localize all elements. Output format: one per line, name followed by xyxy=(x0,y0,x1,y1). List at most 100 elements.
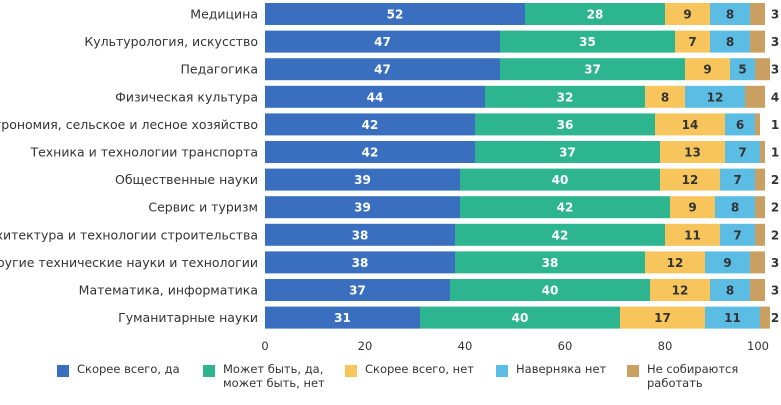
bar-segment xyxy=(725,141,760,163)
bar-segment xyxy=(755,58,770,81)
legend-swatch-5 xyxy=(627,365,639,377)
data-label: 4 xyxy=(771,90,779,104)
data-label: 38 xyxy=(542,256,559,270)
legend-item-2: Может быть, да, может быть, нет xyxy=(203,362,335,390)
bar-segment xyxy=(710,279,750,301)
category-label: Педагогика xyxy=(180,62,258,77)
category-label: Техника и технологии транспорта xyxy=(29,145,258,160)
bar-segment xyxy=(750,279,765,301)
data-label: 42 xyxy=(557,201,574,215)
category-label: Культурология, искусство xyxy=(84,34,258,49)
data-label: 42 xyxy=(552,228,569,242)
bar-segment xyxy=(750,251,765,274)
x-tick-label: 100 xyxy=(747,339,769,353)
bar-segment xyxy=(265,196,460,219)
data-label: 39 xyxy=(354,201,371,215)
data-label: 3 xyxy=(771,284,779,298)
bar-segment xyxy=(265,113,475,136)
data-label: 9 xyxy=(688,201,696,215)
bar-segment xyxy=(705,251,750,274)
bar-segment xyxy=(475,113,655,136)
bar-segment xyxy=(645,251,705,274)
bar-segment xyxy=(460,168,660,191)
data-label: 35 xyxy=(579,35,596,49)
data-label: 3 xyxy=(771,8,779,22)
bar-segment xyxy=(755,196,765,219)
data-label: 47 xyxy=(374,63,391,77)
bar-segment xyxy=(710,30,750,53)
data-label: 31 xyxy=(334,311,351,325)
data-label: 2 xyxy=(771,228,779,242)
bar-segment xyxy=(755,223,765,246)
bar-segment xyxy=(500,58,685,81)
bar-segment xyxy=(265,279,450,301)
data-label: 2 xyxy=(771,311,779,325)
data-label: 11 xyxy=(684,228,701,242)
bar-segment xyxy=(715,196,755,219)
data-label: 37 xyxy=(584,63,601,77)
bar-segment xyxy=(750,3,765,25)
x-tick-label: 40 xyxy=(458,339,473,353)
data-label: 36 xyxy=(557,118,574,132)
data-label: 38 xyxy=(352,256,369,270)
bar-segment xyxy=(265,251,455,274)
bar-segment xyxy=(500,30,675,53)
data-label: 42 xyxy=(362,146,379,160)
bar-segment xyxy=(455,223,665,246)
bar-segment xyxy=(720,168,755,191)
bar-segment xyxy=(265,168,460,191)
data-label: 9 xyxy=(683,8,691,22)
category-label: Медицина xyxy=(190,7,258,22)
category-label: Общественные науки xyxy=(115,172,258,187)
data-label: 12 xyxy=(667,256,684,270)
legend-label-2: Может быть, да, может быть, нет xyxy=(223,362,325,390)
data-label: 39 xyxy=(354,173,371,187)
x-tick-label: 20 xyxy=(358,339,373,353)
data-label: 3 xyxy=(771,256,779,270)
bar-segment xyxy=(755,168,765,191)
bar-segment xyxy=(620,306,705,329)
bar-segment xyxy=(720,223,755,246)
data-label: 44 xyxy=(367,90,384,104)
bar-segment xyxy=(450,279,650,301)
bars: 52 28 9 8 347 35 7 8 347 37 9 5 344 32 8 12 442 36 14 6 142 3… xyxy=(265,3,779,329)
category-label: Агрономия, сельское и лесное хозяйство xyxy=(0,117,258,132)
data-label: 7 xyxy=(688,35,696,49)
data-label: 12 xyxy=(672,284,689,298)
bar-segment xyxy=(685,85,745,108)
data-label: 52 xyxy=(387,8,404,22)
x-tick-label: 0 xyxy=(261,339,268,353)
bar-segment xyxy=(750,30,765,53)
legend-item-4: Наверняка нет xyxy=(496,362,628,377)
data-label: 11 xyxy=(724,311,741,325)
bar-segment xyxy=(650,279,710,301)
bar-segment xyxy=(265,58,500,81)
data-label: 2 xyxy=(771,201,779,215)
bar-segment xyxy=(265,3,525,25)
category-label: Сервис и туризм xyxy=(148,200,258,215)
category-label: Математика, информатика xyxy=(79,283,258,298)
bar-segment xyxy=(670,196,715,219)
bar-segment xyxy=(685,58,730,81)
bar-segment xyxy=(265,141,475,163)
bar-segment xyxy=(475,141,660,163)
data-label: 12 xyxy=(707,90,724,104)
data-label: 42 xyxy=(362,118,379,132)
category-label: Физическая культура xyxy=(115,89,258,104)
stacked-bar-chart: Медицина Культурология, искусство Педагоги… xyxy=(0,3,779,353)
bar-segment xyxy=(455,251,645,274)
x-tick-label: 80 xyxy=(658,339,673,353)
data-label: 17 xyxy=(654,311,671,325)
legend-label-1: Скорее всего, да xyxy=(77,362,180,376)
legend-swatch-2 xyxy=(203,365,215,377)
bar-segment xyxy=(665,3,710,25)
bar-segment xyxy=(760,141,765,163)
bar-segment xyxy=(460,196,670,219)
bar-segment xyxy=(645,85,685,108)
data-label: 8 xyxy=(731,201,739,215)
legend-label-3: Скорее всего, нет xyxy=(365,362,474,376)
data-label: 37 xyxy=(559,146,576,160)
category-label: Архитектура и технологии строительства xyxy=(0,227,258,242)
legend-label-4: Наверняка нет xyxy=(516,362,607,376)
bar-segment xyxy=(725,113,755,136)
